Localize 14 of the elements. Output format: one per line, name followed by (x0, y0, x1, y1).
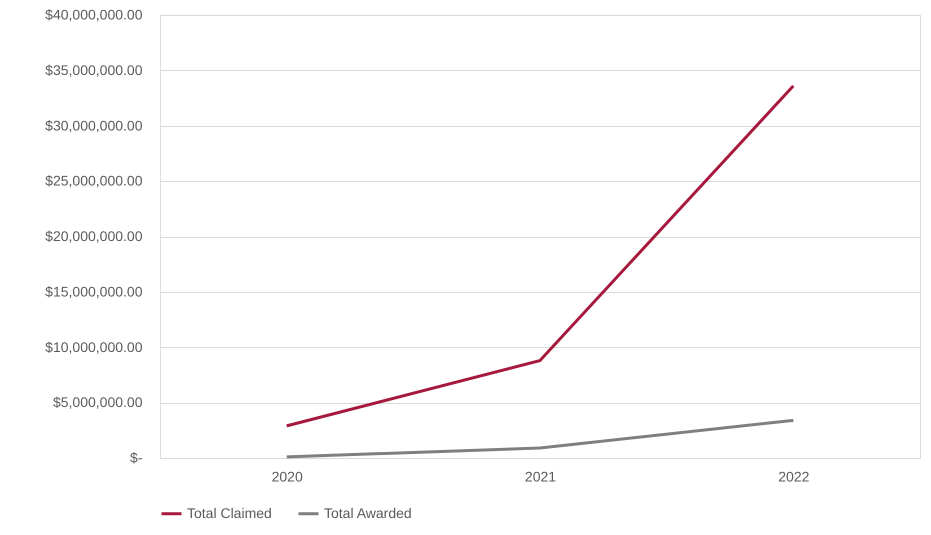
x-tick-label: 2021 (524, 468, 556, 484)
y-tick-label: $20,000,000.00 (45, 228, 143, 244)
y-tick-label: $15,000,000.00 (45, 283, 143, 300)
legend-label: Total Claimed (187, 504, 272, 521)
y-tick-label: $30,000,000.00 (45, 117, 143, 134)
y-tick-label: $35,000,000.00 (45, 62, 143, 78)
x-tick-label: 2022 (778, 468, 810, 484)
y-tick-label: $5,000,000.00 (52, 394, 143, 410)
y-tick-label: $40,000,000.00 (45, 6, 143, 22)
y-tick-label: $10,000,000.00 (45, 338, 143, 355)
y-tick-label: $25,000,000.00 (45, 172, 143, 189)
x-tick-label: 2020 (272, 468, 303, 484)
legend-label: Total Awarded (324, 504, 412, 521)
y-tick-label: $- (130, 450, 143, 466)
